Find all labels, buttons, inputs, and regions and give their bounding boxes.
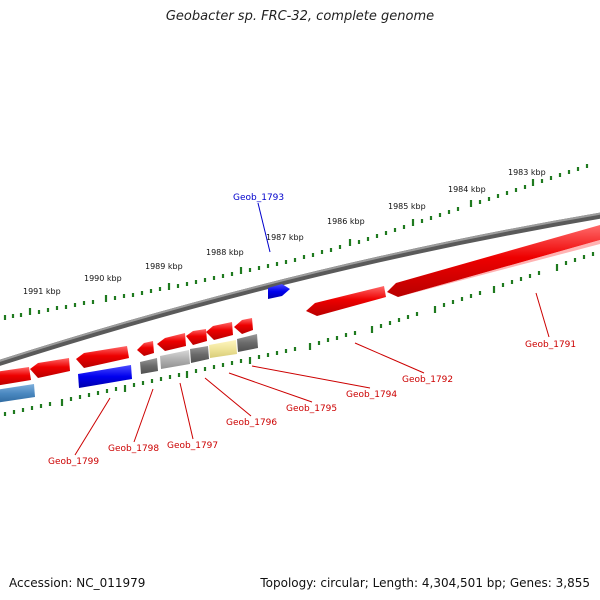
inner-scale-ticks xyxy=(3,252,595,416)
backbone-highlight xyxy=(0,212,600,362)
gene-label[interactable]: Geob_1796 xyxy=(226,418,277,428)
scale-label: 1983 kbp xyxy=(508,168,546,177)
scale-labels: 1983 kbp 1984 kbp 1985 kbp 1986 kbp 1987… xyxy=(23,168,546,296)
outer-scale-ticks xyxy=(3,164,589,320)
scale-label: 1990 kbp xyxy=(84,274,122,283)
genome-backbone xyxy=(0,212,600,366)
gene-box-steel[interactable] xyxy=(0,384,35,403)
gene-label[interactable]: Geob_1795 xyxy=(286,404,337,414)
gene-label[interactable]: Geob_1792 xyxy=(402,375,453,385)
gene-geob-1791[interactable] xyxy=(387,225,600,297)
accession-text: Accession: NC_011979 xyxy=(9,576,146,590)
scale-label: 1986 kbp xyxy=(327,217,365,226)
gene-segment[interactable] xyxy=(0,367,31,386)
gene-label[interactable]: Geob_1799 xyxy=(48,457,99,467)
gene-box-gray[interactable] xyxy=(237,334,258,352)
gene-label[interactable]: Geob_1793 xyxy=(233,193,284,203)
genome-summary-text: Topology: circular; Length: 4,304,501 bp… xyxy=(260,576,590,590)
gene-label[interactable]: Geob_1791 xyxy=(525,340,576,350)
gene-box-blue[interactable] xyxy=(78,365,132,388)
scale-label: 1984 kbp xyxy=(448,185,486,194)
gene-geob-1798[interactable] xyxy=(137,341,154,356)
gene-geob-1791-shadow xyxy=(398,240,600,297)
scale-label: 1991 kbp xyxy=(23,287,61,296)
gene-geob-1794[interactable] xyxy=(234,318,253,334)
gene-label[interactable]: Geob_1794 xyxy=(346,390,397,400)
gene-box-gray[interactable] xyxy=(140,358,158,374)
gene-geob-1792[interactable] xyxy=(306,286,386,316)
scale-label: 1985 kbp xyxy=(388,202,426,211)
gene-geob-1793[interactable] xyxy=(268,284,290,299)
scale-label: 1987 kbp xyxy=(266,233,304,242)
gene-segment[interactable] xyxy=(30,358,70,378)
gene-geob-1799[interactable] xyxy=(76,346,129,368)
scale-label: 1989 kbp xyxy=(145,262,183,271)
gene-geob-1797[interactable] xyxy=(157,333,186,351)
map-title: Geobacter sp. FRC-32, complete genome xyxy=(165,9,435,24)
gene-geob-1796[interactable] xyxy=(186,329,207,345)
gene-box-yellow[interactable] xyxy=(209,340,237,358)
gene-label[interactable]: Geob_1798 xyxy=(108,444,159,454)
scale-label: 1988 kbp xyxy=(206,248,244,257)
gene-geob-1795[interactable] xyxy=(206,322,233,340)
gene-box-light-gray[interactable] xyxy=(160,350,190,369)
gene-label[interactable]: Geob_1797 xyxy=(167,441,218,451)
label-leaders xyxy=(74,202,550,456)
gene-box-gray[interactable] xyxy=(190,346,209,363)
